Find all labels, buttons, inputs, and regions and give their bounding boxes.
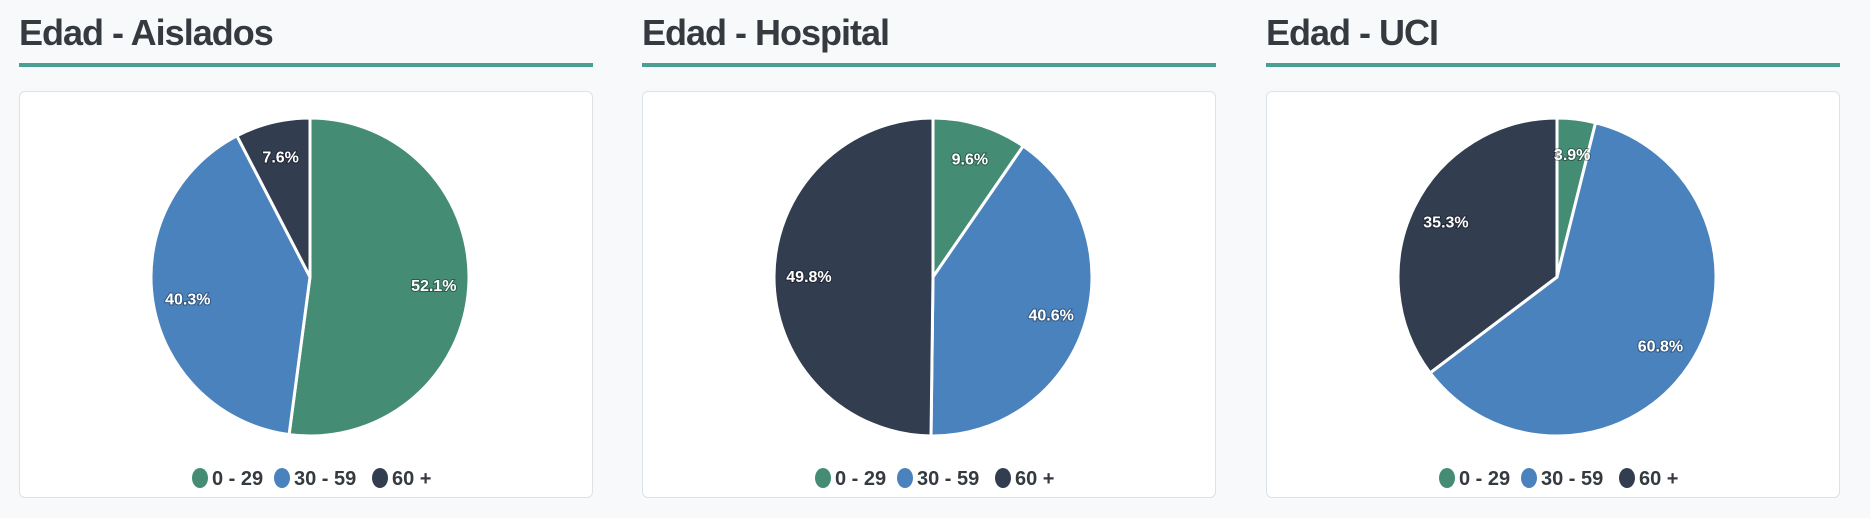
- chart-title: Edad - Hospital: [642, 12, 890, 53]
- chart-card: 9.6% 40.6% 49.8% 0 - 29 30 - 59 60 +: [642, 91, 1216, 498]
- legend-swatch: [274, 468, 290, 488]
- legend-label: 0 - 29: [835, 468, 886, 490]
- pie-slice-30-59[interactable]: [1428, 120, 1718, 438]
- panel-uci: Edad - UCI 3.9% 60.8% 35.3% 0 - 29 30 - 59 60…: [1266, 0, 1840, 498]
- slice-label: 9.6%: [952, 152, 988, 169]
- slice-label: 35.3%: [1423, 215, 1468, 232]
- slice-label: 7.6%: [262, 149, 298, 166]
- legend-label: 60 +: [1639, 468, 1678, 490]
- slice-label: 60.8%: [1638, 338, 1683, 355]
- chart-title: Edad - UCI: [1266, 12, 1439, 53]
- legend-label: 30 - 59: [1541, 468, 1603, 490]
- panel-hospital: Edad - Hospital 9.6% 40.6% 49.8% 0 - 29 30 -…: [642, 0, 1216, 498]
- pie-slice-0-29[interactable]: [931, 116, 1026, 282]
- title-underline: [19, 63, 593, 67]
- pie-chart: 9.6% 40.6% 49.8% 0 - 29 30 - 59 60 +: [772, 116, 1094, 490]
- pie-chart: 52.1% 40.3% 7.6% 0 - 29 30 - 59 60 +: [149, 116, 471, 490]
- legend-item[interactable]: 60 +: [1619, 468, 1678, 490]
- legend-label: 30 - 59: [917, 468, 979, 490]
- legend-swatch: [815, 468, 831, 488]
- legend-label: 60 +: [392, 468, 431, 490]
- chart-title: Edad - Aislados: [19, 12, 274, 53]
- pie-slice-60-[interactable]: [234, 116, 312, 278]
- legend-swatch: [897, 468, 913, 488]
- chart-card: 3.9% 60.8% 35.3% 0 - 29 30 - 59 60 +: [1266, 91, 1840, 498]
- slice-label: 3.9%: [1554, 147, 1590, 164]
- pie-slice-0-29[interactable]: [287, 116, 471, 438]
- legend-item[interactable]: 0 - 29: [1439, 468, 1510, 490]
- legend-label: 0 - 29: [212, 468, 263, 490]
- title-underline: [642, 63, 1216, 67]
- chart-card: 52.1% 40.3% 7.6% 0 - 29 30 - 59 60 +: [19, 91, 593, 498]
- legend-item[interactable]: 0 - 29: [192, 468, 263, 490]
- slice-label: 52.1%: [411, 278, 456, 295]
- legend-label: 60 +: [1015, 468, 1054, 490]
- legend-swatch: [995, 468, 1011, 488]
- legend-item[interactable]: 30 - 59: [1521, 468, 1603, 490]
- legend-swatch: [192, 468, 208, 488]
- slice-label: 40.3%: [165, 291, 210, 308]
- pie-slice-60-[interactable]: [1396, 116, 1559, 375]
- legend-item[interactable]: 30 - 59: [897, 468, 979, 490]
- legend-item[interactable]: 0 - 29: [815, 468, 886, 490]
- legend-swatch: [1521, 468, 1537, 488]
- pie-slice-30-59[interactable]: [929, 143, 1094, 438]
- title-underline: [1266, 63, 1840, 67]
- legend-swatch: [372, 468, 388, 488]
- legend-label: 30 - 59: [294, 468, 356, 490]
- legend-item[interactable]: 60 +: [372, 468, 431, 490]
- legend-item[interactable]: 30 - 59: [274, 468, 356, 490]
- pie-slice-30-59[interactable]: [149, 133, 312, 437]
- pie-slice-60-[interactable]: [772, 116, 935, 438]
- legend-item[interactable]: 60 +: [995, 468, 1054, 490]
- legend-swatch: [1439, 468, 1455, 488]
- slice-label: 40.6%: [1029, 308, 1074, 325]
- slice-label: 49.8%: [786, 269, 831, 286]
- legend-label: 0 - 29: [1459, 468, 1510, 490]
- legend-swatch: [1619, 468, 1635, 488]
- pie-chart: 3.9% 60.8% 35.3% 0 - 29 30 - 59 60 +: [1396, 116, 1718, 490]
- panel-aislados: Edad - Aislados 52.1% 40.3% 7.6% 0 - 29 30 -…: [19, 0, 593, 498]
